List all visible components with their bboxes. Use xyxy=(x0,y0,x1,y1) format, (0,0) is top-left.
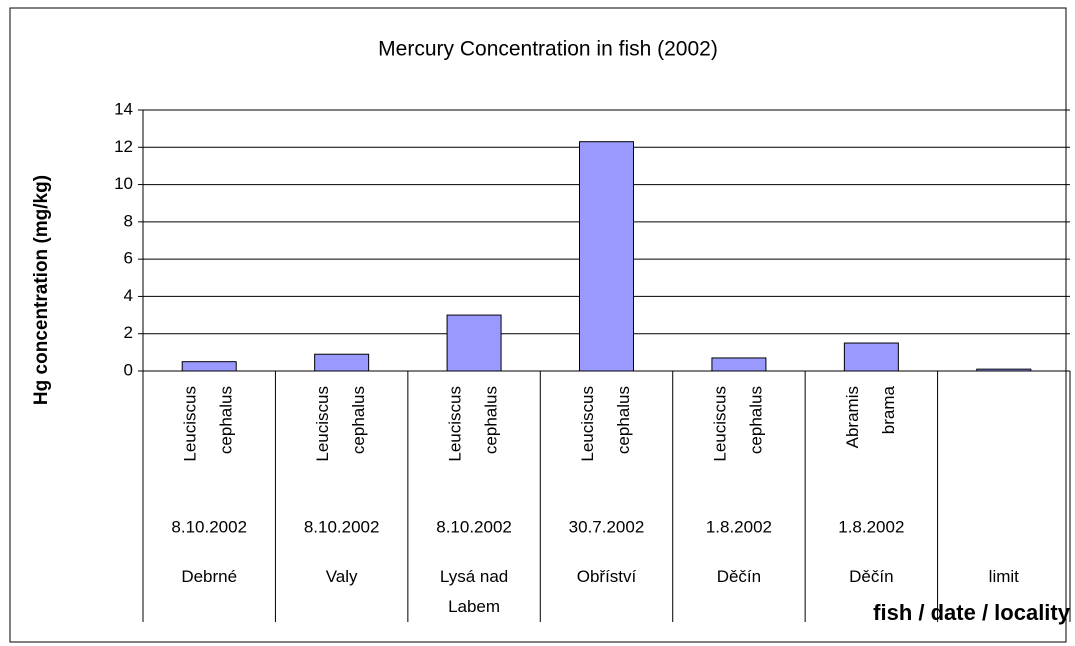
locality-label: Obříství xyxy=(576,567,637,586)
y-tick-label: 6 xyxy=(124,249,133,268)
bar xyxy=(181,361,237,372)
bar xyxy=(446,314,502,372)
locality-label: limit xyxy=(988,567,1019,586)
date-label: 30.7.2002 xyxy=(569,517,645,536)
bar xyxy=(843,342,899,372)
y-tick-label: 14 xyxy=(114,99,133,118)
fish-label: cephalus xyxy=(614,386,633,454)
fish-label: Leuciscus xyxy=(313,386,332,462)
locality-label: Valy xyxy=(325,567,358,586)
fish-label: brama xyxy=(879,385,898,434)
date-label: 1.8.2002 xyxy=(838,517,904,536)
x-axis-title: fish / date / locality xyxy=(873,600,1071,625)
fish-label: cephalus xyxy=(349,386,368,454)
fish-label: Leuciscus xyxy=(181,386,200,462)
locality-label: Děčín xyxy=(716,567,762,586)
y-tick-label: 12 xyxy=(114,137,133,156)
chart-title: Mercury Concentration in fish (2002) xyxy=(378,38,718,61)
locality-label: Debrné xyxy=(181,567,238,586)
y-axis-title: Hg concentration (mg/kg) xyxy=(31,175,52,405)
y-tick-label: 8 xyxy=(124,211,133,230)
locality-label: Lysá nad Labem xyxy=(439,567,509,616)
fish-label: Abramis xyxy=(843,386,862,448)
bar xyxy=(711,357,767,372)
fish-label: Leuciscus xyxy=(710,386,729,462)
y-tick-label: 0 xyxy=(124,360,133,379)
fish-label: Leuciscus xyxy=(446,386,465,462)
chart-border xyxy=(9,7,1067,643)
bar xyxy=(314,353,370,372)
bar xyxy=(579,141,634,372)
date-label: 8.10.2002 xyxy=(171,517,247,536)
fish-label: cephalus xyxy=(482,386,501,454)
date-label: 8.10.2002 xyxy=(304,517,380,536)
y-tick-label: 4 xyxy=(124,286,133,305)
y-tick-label: 2 xyxy=(124,323,133,342)
fish-label: cephalus xyxy=(746,386,765,454)
date-label: 1.8.2002 xyxy=(706,517,772,536)
fish-label: Leuciscus xyxy=(578,386,597,462)
fish-label: cephalus xyxy=(217,386,236,454)
y-tick-label: 10 xyxy=(114,174,133,193)
locality-label: Děčín xyxy=(849,567,894,586)
date-label: 8.10.2002 xyxy=(436,517,512,536)
